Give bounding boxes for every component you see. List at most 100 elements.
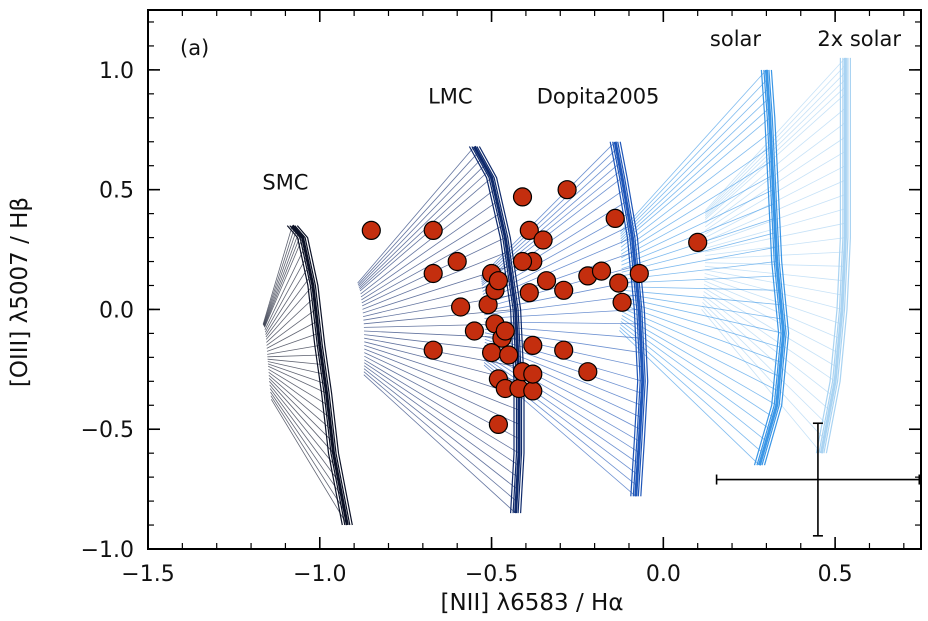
data-point: [536, 271, 557, 291]
data-point: [451, 297, 471, 317]
grid-spine: [756, 69, 782, 466]
y-tick-label: 0.0: [99, 298, 134, 323]
grid-line: [364, 345, 520, 397]
grid-line: [481, 189, 625, 289]
grid-line: [357, 152, 479, 285]
grid-spine: [619, 141, 649, 497]
data-point: [488, 414, 508, 434]
grid-line: [360, 201, 498, 298]
grid-spine: [478, 146, 525, 514]
grid-annotation: 2x solar: [817, 27, 901, 51]
data-point: [605, 208, 625, 228]
grid-line: [481, 170, 621, 285]
grid-line: [268, 365, 327, 394]
grid-line: [621, 189, 774, 262]
grid-line: [622, 304, 781, 363]
grid-line: [270, 395, 345, 511]
data-point: [554, 340, 574, 360]
grid-line: [704, 79, 846, 217]
grid-line: [268, 374, 332, 430]
data-point: [495, 321, 515, 341]
grid-line: [266, 333, 319, 352]
grid-spine: [286, 225, 343, 526]
grid-line: [270, 391, 343, 497]
data-point: [612, 292, 632, 312]
grid-line: [264, 237, 303, 328]
grid-spine: [609, 141, 639, 497]
data-point: [519, 220, 539, 240]
grid-line: [702, 298, 830, 411]
data-point: [557, 180, 577, 200]
grid-line: [484, 321, 641, 325]
plot-frame: [147, 9, 922, 550]
grid-line: [703, 287, 837, 368]
grid-line: [484, 294, 638, 316]
data-point: [523, 364, 543, 384]
grid-line: [703, 291, 836, 382]
grid-line: [265, 275, 312, 338]
grid-line: [622, 289, 781, 306]
data-point: [688, 232, 708, 252]
data-point: [512, 251, 533, 272]
grid-line: [481, 155, 619, 281]
data-point: [512, 187, 533, 207]
grid-line: [704, 72, 846, 215]
grid-line: [267, 358, 323, 365]
data-point: [423, 220, 443, 240]
grid-line: [266, 309, 316, 346]
data-point: [519, 283, 539, 303]
grid-line: [263, 230, 297, 326]
grid-spine: [471, 146, 518, 514]
x-tick-label: 0.5: [818, 562, 853, 587]
grid-line: [481, 162, 620, 283]
grid-spine: [617, 141, 646, 497]
grid-line: [265, 266, 310, 335]
y-tick-label: 0.5: [99, 179, 134, 204]
annotations: SMC LMC Dopita2005 solar 2x solar: [262, 27, 901, 195]
grid-annotation: SMC: [262, 171, 308, 195]
model-grid-2x-solar: [701, 57, 851, 454]
grid-line: [270, 399, 348, 526]
grid-line: [265, 285, 314, 340]
grid-spine: [291, 224, 349, 526]
grid-line: [621, 232, 776, 273]
grid-line: [364, 352, 520, 425]
grid-line: [363, 365, 518, 478]
grid-line: [704, 265, 844, 282]
data-point: [554, 280, 574, 300]
data-point: [464, 321, 484, 341]
grid-line: [705, 251, 845, 260]
grid-annotation: LMC: [428, 84, 472, 108]
grid-line: [361, 213, 501, 301]
model-grid-smc: [262, 224, 353, 526]
grid-line: [263, 235, 301, 327]
grid-spine: [476, 146, 523, 514]
grid-line: [262, 225, 293, 325]
grid-line: [266, 297, 315, 343]
grid-spine: [289, 225, 346, 526]
grid-line: [484, 309, 640, 319]
grid-line: [704, 150, 846, 235]
axis-ticks: −1.5 −1.0 −0.5 0.0 0.5−1.0−0.50.00.51.0: [81, 10, 921, 587]
panel-label: (a): [180, 36, 209, 60]
grid-line: [264, 256, 308, 333]
data-point: [629, 263, 649, 284]
grid-line: [266, 321, 318, 349]
grid-line: [263, 227, 295, 326]
x-axis-title: [NII] λ6583 / Hα: [440, 590, 623, 616]
grid-line: [620, 131, 771, 248]
data-point: [499, 345, 519, 365]
grid-line: [267, 354, 322, 358]
grid-annotation: Dopita2005: [537, 84, 660, 108]
grid-line: [622, 300, 783, 349]
grid-line: [622, 307, 780, 377]
grid-line: [621, 318, 774, 418]
grid-line: [704, 107, 846, 224]
data-point: [423, 340, 443, 360]
data-point: [578, 362, 598, 382]
grid-line: [620, 98, 769, 240]
grid-line: [264, 247, 306, 330]
grid-line: [620, 146, 772, 252]
grid-spine: [612, 141, 641, 497]
